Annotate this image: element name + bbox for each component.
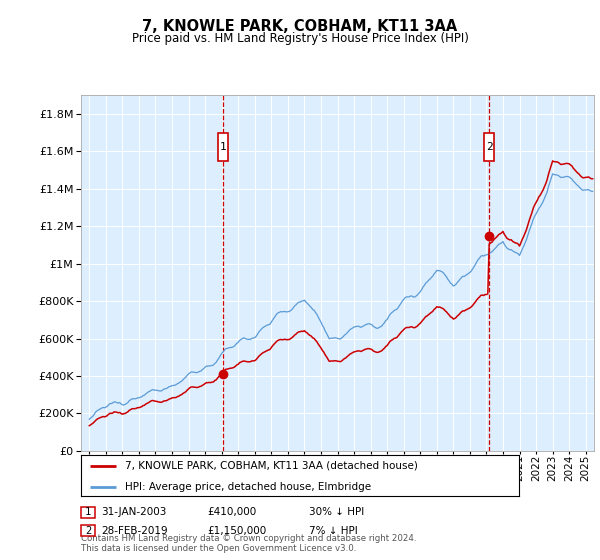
Text: 2: 2 xyxy=(486,142,493,152)
Text: 1: 1 xyxy=(85,507,91,517)
Text: £410,000: £410,000 xyxy=(207,507,256,517)
Text: 30% ↓ HPI: 30% ↓ HPI xyxy=(309,507,364,517)
FancyBboxPatch shape xyxy=(484,133,494,161)
Text: 28-FEB-2019: 28-FEB-2019 xyxy=(101,526,167,536)
Text: 1: 1 xyxy=(220,142,226,152)
Text: £1,150,000: £1,150,000 xyxy=(207,526,266,536)
Text: 7% ↓ HPI: 7% ↓ HPI xyxy=(309,526,358,536)
Text: HPI: Average price, detached house, Elmbridge: HPI: Average price, detached house, Elmb… xyxy=(125,482,371,492)
Text: Price paid vs. HM Land Registry's House Price Index (HPI): Price paid vs. HM Land Registry's House … xyxy=(131,31,469,45)
Text: 31-JAN-2003: 31-JAN-2003 xyxy=(101,507,166,517)
FancyBboxPatch shape xyxy=(218,133,227,161)
Text: 2: 2 xyxy=(85,526,91,536)
Text: Contains HM Land Registry data © Crown copyright and database right 2024.
This d: Contains HM Land Registry data © Crown c… xyxy=(81,534,416,553)
Text: 7, KNOWLE PARK, COBHAM, KT11 3AA: 7, KNOWLE PARK, COBHAM, KT11 3AA xyxy=(142,20,458,34)
Text: 7, KNOWLE PARK, COBHAM, KT11 3AA (detached house): 7, KNOWLE PARK, COBHAM, KT11 3AA (detach… xyxy=(125,461,418,471)
